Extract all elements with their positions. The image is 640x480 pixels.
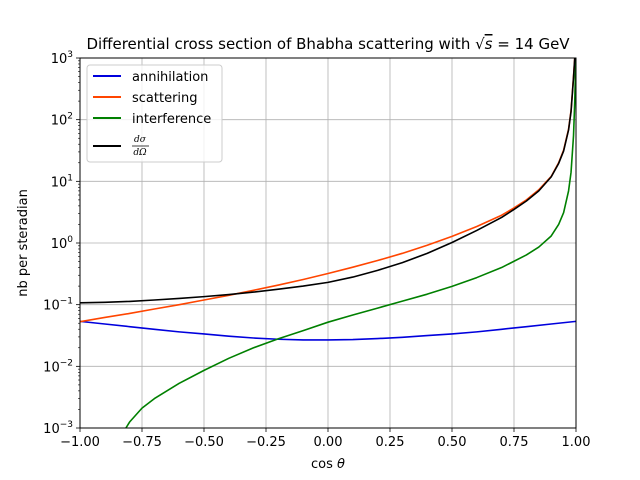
legend-label-scattering: scattering xyxy=(132,91,198,106)
y-axis-ticks: 10−3 10−2 10−1 100 101 102 103 xyxy=(43,50,80,437)
series-group xyxy=(80,58,576,428)
y-tick-label: 100 xyxy=(51,235,74,252)
y-tick-label: 101 xyxy=(51,173,73,190)
series-line-dsigma-domega xyxy=(80,58,576,304)
legend-label-dsigma-den: dΩ xyxy=(133,148,147,158)
x-tick-label: −1.00 xyxy=(60,435,100,450)
legend: annihilation scattering interference dσ … xyxy=(86,64,223,163)
x-tick-label: 0.25 xyxy=(376,435,405,450)
x-tick-label: 0.50 xyxy=(438,435,467,450)
series-line-annihilation xyxy=(80,320,576,341)
legend-label-dsigma-num: dσ xyxy=(134,135,147,145)
x-tick-label: 1.00 xyxy=(562,435,591,450)
y-tick-label: 103 xyxy=(51,50,73,67)
x-axis-label: cos θ xyxy=(311,457,345,472)
legend-label-interference: interference xyxy=(132,112,211,127)
series-line-interference xyxy=(125,58,576,428)
y-tick-label: 10−3 xyxy=(43,420,73,437)
y-tick-label: 102 xyxy=(51,112,73,129)
y-tick-label: 10−2 xyxy=(43,358,73,375)
x-tick-label: 0.75 xyxy=(500,435,529,450)
x-tick-label: −0.50 xyxy=(184,435,224,450)
y-tick-label: 10−1 xyxy=(43,297,73,314)
legend-label-annihilation: annihilation xyxy=(132,70,208,85)
x-tick-label: 0.00 xyxy=(314,435,343,450)
legend-frame xyxy=(86,64,223,163)
x-axis-ticks: −1.00 −0.75 −0.50 −0.25 0.00 0.25 0.50 0.75 1.00 xyxy=(60,428,590,450)
x-tick-label: −0.75 xyxy=(122,435,162,450)
chart-title: Differential cross section of Bhabha sca… xyxy=(86,35,570,53)
x-tick-label: −0.25 xyxy=(246,435,286,450)
y-axis-label: nb per steradian xyxy=(16,189,31,297)
